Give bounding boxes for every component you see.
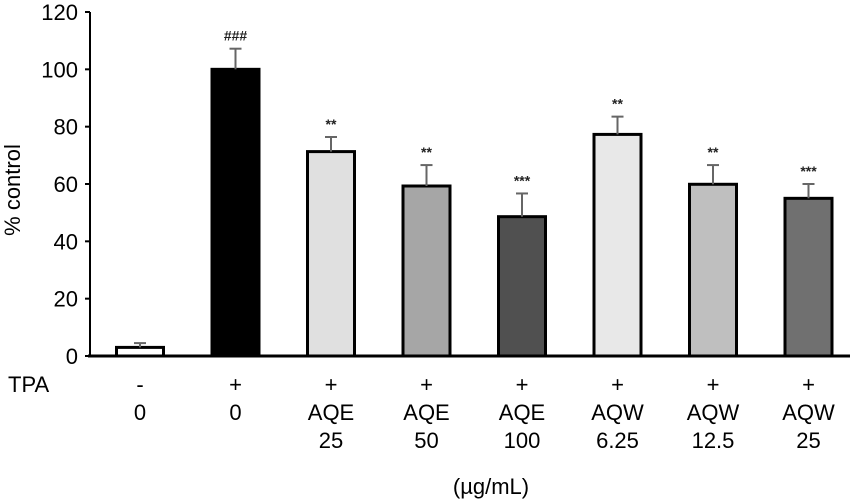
bar bbox=[210, 67, 261, 358]
y-tick-label: 60 bbox=[54, 172, 78, 197]
category-tpa-label: + bbox=[611, 372, 624, 397]
category-agent-label: AQW bbox=[782, 400, 835, 425]
y-tick-label: 100 bbox=[41, 57, 78, 82]
category-agent-label: 0 bbox=[134, 400, 146, 425]
category-agent-label: AQE bbox=[403, 400, 449, 425]
bar bbox=[306, 150, 356, 358]
y-axis: 0 20 40 60 80 100 120 bbox=[41, 0, 91, 369]
x-axis-label: (µg/mL) bbox=[453, 474, 529, 499]
category-dose-label: 6.25 bbox=[596, 428, 639, 453]
category-dose-label: 25 bbox=[796, 428, 820, 453]
significance-label: ** bbox=[612, 96, 623, 112]
tpa-row-label: TPA bbox=[8, 372, 49, 397]
category-tpa-label: - bbox=[136, 372, 143, 397]
significance-label: ** bbox=[421, 144, 432, 160]
category-dose-label: 12.5 bbox=[692, 428, 735, 453]
y-tick-label: 20 bbox=[54, 287, 78, 312]
significance-label: ### bbox=[224, 28, 248, 44]
category-dose-label: 25 bbox=[319, 428, 343, 453]
category-tpa-label: + bbox=[325, 372, 338, 397]
y-tick-label: 80 bbox=[54, 115, 78, 140]
category-tpa-label: + bbox=[802, 372, 815, 397]
y-axis-label: % control bbox=[0, 144, 25, 236]
category-dose-label: 50 bbox=[414, 428, 438, 453]
category-labels: - 0 +0 + AQE 25 + AQE 50 + AQE 100 + AQW 6.25 + AQW 12.5 +… bbox=[134, 372, 835, 453]
category-tpa-label: + bbox=[707, 372, 720, 397]
bar bbox=[401, 184, 452, 358]
bar bbox=[688, 182, 738, 358]
category-agent-label: AQW bbox=[687, 400, 740, 425]
category-tpa-label: + bbox=[420, 372, 433, 397]
category-tpa-label: + bbox=[229, 372, 242, 397]
category-agent-label: AQW bbox=[591, 400, 644, 425]
category-dose-label: 100 bbox=[504, 428, 541, 453]
category-agent-label: AQE bbox=[308, 400, 354, 425]
category-agent-label: AQE bbox=[499, 400, 545, 425]
significance-label: *** bbox=[800, 163, 817, 179]
bar bbox=[497, 215, 547, 358]
category-tpa-label: + bbox=[516, 372, 529, 397]
y-tick-label: 40 bbox=[54, 229, 78, 254]
significance-label: *** bbox=[514, 172, 531, 188]
significance-label: ** bbox=[708, 144, 719, 160]
bar bbox=[783, 196, 834, 358]
y-tick-label: 0 bbox=[66, 344, 78, 369]
bar bbox=[592, 132, 643, 358]
bars: ###************** bbox=[115, 28, 834, 358]
significance-label: ** bbox=[326, 116, 337, 132]
category-agent-label: 0 bbox=[229, 400, 241, 425]
y-tick-label: 120 bbox=[41, 0, 78, 25]
